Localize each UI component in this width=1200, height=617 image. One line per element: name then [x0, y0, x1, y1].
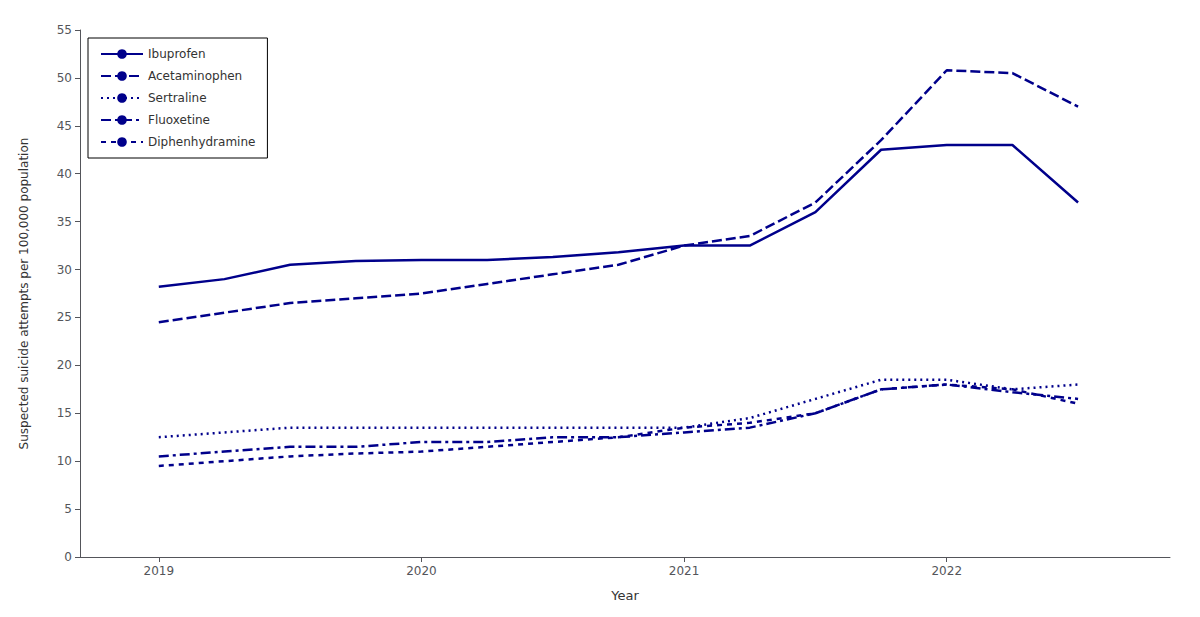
svg-text:2020: 2020 [406, 564, 437, 578]
svg-text:50: 50 [57, 71, 72, 85]
svg-text:40: 40 [57, 167, 72, 181]
svg-text:5: 5 [64, 502, 72, 516]
svg-text:Diphenhydramine: Diphenhydramine [148, 135, 255, 149]
svg-text:35: 35 [57, 215, 72, 229]
svg-text:2021: 2021 [669, 564, 700, 578]
svg-text:30: 30 [57, 263, 72, 277]
svg-text:15: 15 [57, 406, 72, 420]
svg-text:45: 45 [57, 119, 72, 133]
svg-text:2022: 2022 [931, 564, 962, 578]
svg-text:Fluoxetine: Fluoxetine [148, 113, 210, 127]
svg-text:10: 10 [57, 454, 72, 468]
svg-text:Year: Year [610, 588, 639, 603]
svg-text:55: 55 [57, 23, 72, 37]
svg-text:Sertraline: Sertraline [148, 91, 207, 105]
svg-text:0: 0 [64, 550, 72, 564]
svg-text:20: 20 [57, 358, 72, 372]
svg-text:2019: 2019 [144, 564, 175, 578]
svg-text:Ibuprofen: Ibuprofen [148, 47, 206, 61]
svg-text:25: 25 [57, 310, 72, 324]
svg-text:Acetaminophen: Acetaminophen [148, 69, 242, 83]
svg-text:Suspected suicide attempts per: Suspected suicide attempts per 100,000 p… [17, 138, 31, 450]
